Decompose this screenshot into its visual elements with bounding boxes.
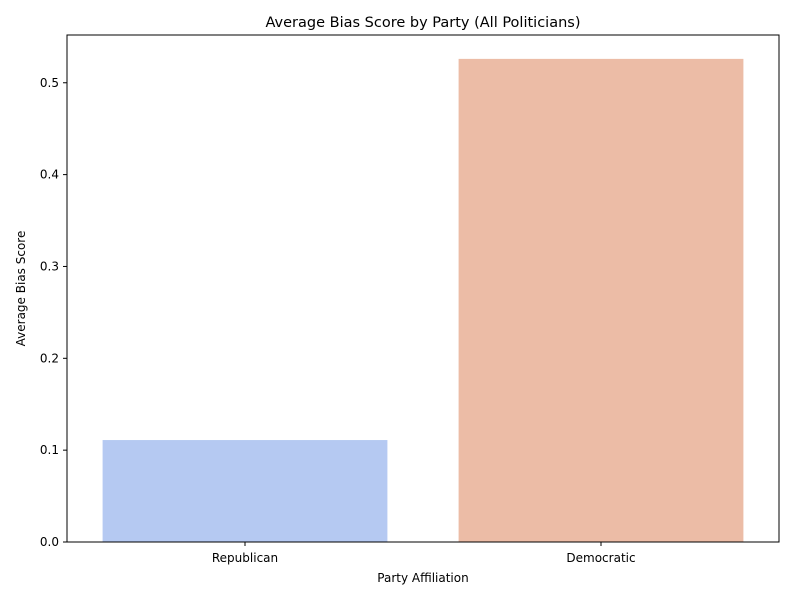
x-axis-label: Party Affiliation bbox=[377, 571, 468, 585]
x-tick-label: Republican bbox=[212, 551, 278, 565]
x-tick-label: Democratic bbox=[566, 551, 635, 565]
y-tick-label: 0.1 bbox=[40, 443, 59, 457]
y-tick-label: 0.5 bbox=[40, 76, 59, 90]
y-tick-label: 0.2 bbox=[40, 351, 59, 365]
y-tick-label: 0.0 bbox=[40, 535, 59, 549]
chart-title: Average Bias Score by Party (All Politic… bbox=[265, 15, 580, 31]
bar-republican bbox=[102, 440, 388, 542]
plot-frame bbox=[66, 34, 780, 543]
bars-group bbox=[102, 58, 744, 543]
x-axis-ticks: Republican Democratic bbox=[212, 542, 636, 565]
bar-democratic bbox=[458, 58, 744, 543]
y-tick-label: 0.3 bbox=[40, 259, 59, 273]
y-axis-ticks: 0.0 0.1 0.2 0.3 0.4 0.5 bbox=[40, 76, 67, 549]
y-tick-label: 0.4 bbox=[40, 168, 59, 182]
y-axis-label: Average Bias Score bbox=[14, 231, 28, 347]
